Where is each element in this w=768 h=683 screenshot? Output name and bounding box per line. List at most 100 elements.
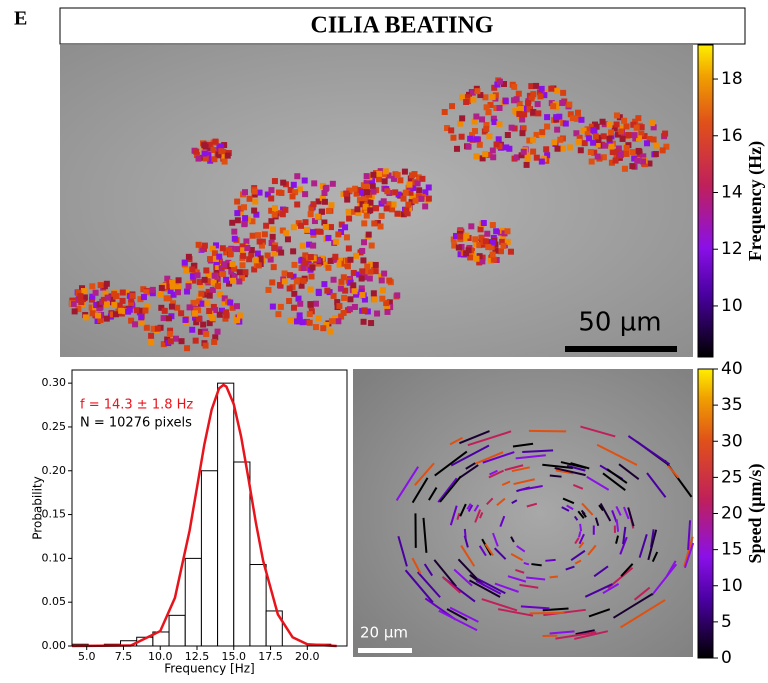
colorbar-tick-label: 40 <box>721 359 743 379</box>
overlay-pixel <box>331 277 337 283</box>
overlay-pixel <box>629 163 635 169</box>
overlay-pixel <box>519 130 525 136</box>
overlay-pixel <box>113 293 119 299</box>
overlay-pixel <box>477 142 483 148</box>
overlay-pixel <box>196 156 202 162</box>
overlay-pixel <box>376 176 382 182</box>
overlay-pixel <box>176 277 182 283</box>
overlay-pixel <box>291 262 297 268</box>
overlay-pixel <box>350 282 356 288</box>
overlay-pixel <box>236 278 242 284</box>
overlay-pixel <box>302 177 308 183</box>
overlay-pixel <box>509 125 515 131</box>
overlay-pixel <box>368 320 374 326</box>
overlay-pixel <box>272 205 278 211</box>
title: CILIA BEATING <box>311 13 494 39</box>
overlay-pixel <box>367 207 373 213</box>
overlay-pixel <box>366 232 372 238</box>
overlay-pixel <box>324 288 330 294</box>
overlay-pixel <box>216 254 222 260</box>
overlay-pixel <box>141 294 147 300</box>
overlay-pixel <box>621 118 627 124</box>
overlay-pixel <box>370 172 376 178</box>
overlay-pixel <box>220 271 226 277</box>
overlay-pixel <box>287 285 293 291</box>
overlay-pixel <box>341 310 347 316</box>
overlay-pixel <box>384 188 390 194</box>
overlay-pixel <box>551 139 557 145</box>
overlay-pixel <box>559 100 565 106</box>
colorbar-tick-label: 25 <box>721 467 743 487</box>
bar <box>201 471 217 646</box>
overlay-pixel <box>174 305 180 311</box>
overlay-pixel <box>240 253 246 259</box>
overlay-pixel <box>649 120 655 126</box>
overlay-pixel <box>448 127 454 133</box>
overlay-pixel <box>364 189 370 195</box>
overlay-pixel <box>370 183 376 189</box>
overlay-pixel <box>570 115 576 121</box>
overlay-pixel <box>373 205 379 211</box>
overlay-pixel <box>644 140 650 146</box>
overlay-pixel <box>241 221 247 227</box>
overlay-pixel <box>307 311 313 317</box>
overlay-pixel <box>474 153 480 159</box>
overlay-pixel <box>204 300 210 306</box>
overlay-pixel <box>285 236 291 242</box>
overlay-pixel <box>607 136 613 142</box>
overlay-pixel <box>307 320 313 326</box>
track <box>550 475 562 476</box>
bar <box>185 558 201 646</box>
overlay-pixel <box>482 151 488 157</box>
overlay-pixel <box>403 207 409 213</box>
overlay-pixel <box>98 282 104 288</box>
overlay-pixel <box>497 105 503 111</box>
overlay-pixel <box>159 285 165 291</box>
overlay-pixel <box>325 265 331 271</box>
overlay-pixel <box>533 83 539 89</box>
overlay-pixel <box>457 121 463 127</box>
bar <box>218 383 234 646</box>
overlay-pixel <box>291 224 297 230</box>
overlay-pixel <box>215 283 221 289</box>
overlay-pixel <box>503 144 509 150</box>
overlay-pixel <box>490 252 496 258</box>
overlay-pixel <box>227 300 233 306</box>
overlay-pixel <box>313 324 319 330</box>
overlay-pixel <box>391 201 397 207</box>
overlay-pixel <box>104 301 110 307</box>
bar <box>234 462 250 646</box>
overlay-pixel <box>308 287 314 293</box>
overlay-pixel <box>134 307 140 313</box>
overlay-pixel <box>514 96 520 102</box>
overlay-pixel <box>479 116 485 122</box>
overlay-pixel <box>280 180 286 186</box>
overlay-pixel <box>449 103 455 109</box>
overlay-pixel <box>118 308 124 314</box>
overlay-pixel <box>300 243 306 249</box>
colorbar-tick-label: 12 <box>721 239 743 259</box>
overlay-pixel <box>359 292 365 298</box>
y-tick-label: 0.25 <box>42 420 67 433</box>
overlay-pixel <box>228 251 234 257</box>
colorbar-tick-label: 0 <box>721 648 732 668</box>
overlay-pixel <box>328 202 334 208</box>
overlay-pixel <box>381 198 387 204</box>
overlay-pixel <box>557 137 563 143</box>
overlay-pixel <box>494 141 500 147</box>
overlay-pixel <box>553 114 559 120</box>
overlay-pixel <box>326 208 332 214</box>
bar <box>169 615 185 646</box>
overlay-pixel <box>481 220 487 226</box>
overlay-pixel <box>301 278 307 284</box>
overlay-pixel <box>125 309 131 315</box>
overlay-pixel <box>268 195 274 201</box>
overlay-pixel <box>381 271 387 277</box>
overlay-pixel <box>297 301 303 307</box>
overlay-pixel <box>323 224 329 230</box>
overlay-pixel <box>560 90 566 96</box>
overlay-pixel <box>207 256 213 262</box>
overlay-pixel <box>543 146 549 152</box>
overlay-pixel <box>566 102 572 108</box>
overlay-pixel <box>602 143 608 149</box>
